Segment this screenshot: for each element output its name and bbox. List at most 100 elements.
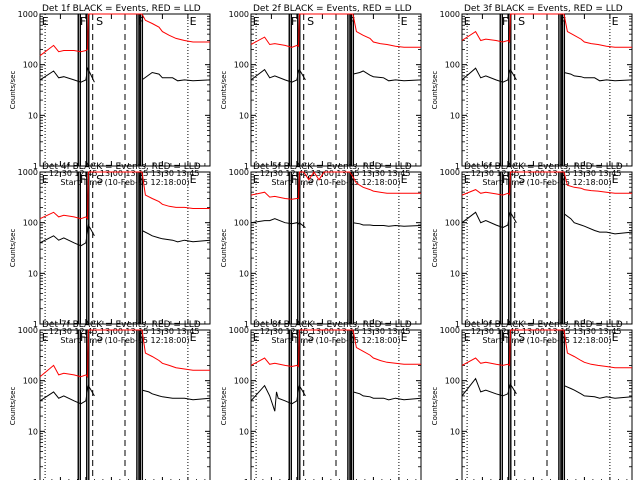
chart-title: Det 3f BLACK = Events, RED = LLD [464,4,623,14]
marker-label: E [464,331,471,344]
y-tick-label: 100 [234,61,249,70]
y-tick-label: 1000 [18,168,38,177]
y-tick-label: 10 [28,269,38,278]
series-lld-line [461,13,632,48]
marker-label: F [502,173,508,186]
chart-title: Det 1f BLACK = Events, RED = LLD [42,4,201,14]
y-tick-label: 1 [244,478,249,480]
marker-label: E [42,331,49,344]
series-lld-line [461,329,632,369]
marker-label: F [80,331,86,344]
y-tick-label: 1000 [18,10,38,19]
chart-title: Det 5f BLACK = Events, RED = LLD [253,162,412,172]
y-tick-label: 100 [445,61,460,70]
y-tick-label: 1 [244,162,249,171]
chart-title: Det 7f BLACK = Events, RED = LLD [42,320,201,330]
y-axis-label: Counts/sec [9,71,17,110]
series-lld-line [250,329,421,368]
series-lld-line [250,171,421,200]
marker-label: S [96,331,103,344]
y-tick-label: 1 [455,478,460,480]
y-tick-label: 1000 [440,10,460,19]
panel-det-9: Det 9f BLACK = Events, RED = LLD 1 10 100 10… [431,320,633,480]
marker-label: E [612,173,619,186]
marker-label: E [190,331,197,344]
marker-label: F [138,173,144,186]
marker-label: F [349,173,355,186]
marker-label: F [291,173,297,186]
y-tick-label: 1 [33,162,38,171]
series-events-line [39,384,211,405]
chart-title: Det 6f BLACK = Events, RED = LLD [464,162,623,172]
series-lld-line [39,171,210,220]
y-tick-label: 1000 [229,10,249,19]
series-lld-line [461,171,632,196]
marker-label: S [96,15,103,28]
marker-label: E [190,173,197,186]
panel-det-6: Det 6f BLACK = Events, RED = LLD 1 10 100 10… [431,162,633,345]
y-tick-label: 100 [445,219,460,228]
y-tick-label: 1000 [18,326,38,335]
marker-label: F [291,331,297,344]
marker-label: E [190,15,197,28]
marker-label: S [307,331,314,344]
y-tick-label: 100 [23,61,38,70]
marker-label: E [42,173,49,186]
panel-det-1: Det 1f BLACK = Events, RED = LLD 1 10 100 10… [9,4,211,187]
y-tick-label: 1000 [229,326,249,335]
panel-det-4: Det 4f BLACK = Events, RED = LLD 1 10 100 10… [9,162,211,345]
y-tick-label: 100 [445,377,460,386]
chart-title: Det 8f BLACK = Events, RED = LLD [253,320,412,330]
marker-label: F [560,15,566,28]
series-events-line [39,223,211,247]
marker-label: F [349,15,355,28]
marker-label: S [518,331,525,344]
marker-label: F [502,331,508,344]
marker-label: E [464,173,471,186]
y-tick-label: 1 [244,320,249,329]
marker-label: E [612,15,619,28]
y-tick-label: 1 [455,162,460,171]
panel-det-5: Det 5f BLACK = Events, RED = LLD 1 10 100 10… [220,162,422,345]
marker-label: E [253,331,260,344]
series-lld-line [39,329,210,378]
y-axis-label: Counts/sec [431,229,439,268]
y-axis-label: Counts/sec [431,387,439,426]
y-axis-label: Counts/sec [220,71,228,110]
marker-label: E [42,15,49,28]
marker-label: E [401,173,408,186]
marker-label: F [502,15,508,28]
chart-title: Det 9f BLACK = Events, RED = LLD [464,320,623,330]
y-tick-label: 10 [239,111,249,120]
chart-title: Det 4f BLACK = Events, RED = LLD [42,162,201,172]
series-events-line [39,66,211,83]
y-tick-label: 1000 [229,168,249,177]
y-tick-label: 1 [33,478,38,480]
marker-label: S [518,15,525,28]
marker-label: F [138,331,144,344]
marker-label: E [253,173,260,186]
y-tick-label: 1000 [440,326,460,335]
marker-label: E [464,15,471,28]
y-tick-label: 1000 [440,168,460,177]
y-tick-label: 10 [450,427,460,436]
series-events-line [461,211,633,235]
panel-det-8: Det 8f BLACK = Events, RED = LLD 1 10 100 10… [220,320,422,480]
chart-title: Det 2f BLACK = Events, RED = LLD [253,4,412,14]
marker-label: F [80,15,86,28]
y-axis-label: Counts/sec [9,229,17,268]
y-tick-label: 1 [33,320,38,329]
y-tick-label: 100 [23,219,38,228]
y-tick-label: 10 [239,269,249,278]
series-lld-line [250,13,421,48]
marker-label: F [80,173,86,186]
y-tick-label: 10 [28,427,38,436]
series-events-line [250,218,422,228]
panel-det-7: Det 7f BLACK = Events, RED = LLD 1 10 100 10… [9,320,211,480]
marker-label: S [307,15,314,28]
panel-det-2: Det 2f BLACK = Events, RED = LLD 1 10 100 10… [220,4,422,187]
series-lld-line [39,13,210,57]
marker-label: E [401,15,408,28]
series-events-line [461,377,633,399]
